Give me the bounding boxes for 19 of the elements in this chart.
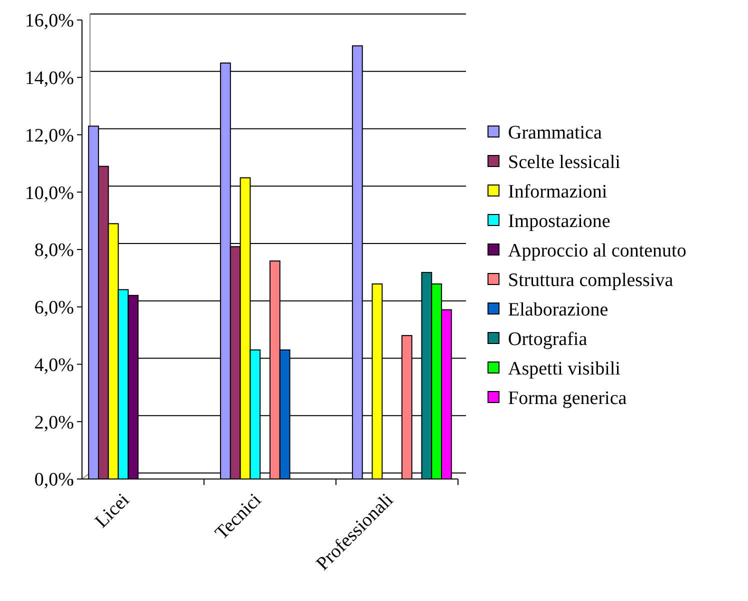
legend-label: Elaborazione (508, 300, 608, 321)
legend-label: Informazioni (508, 182, 608, 203)
y-tick-label: 6,0% (34, 298, 74, 319)
legend-label: Grammatica (508, 122, 602, 144)
y-tick-label: 16,0% (24, 10, 74, 32)
legend-label: Ortografia (508, 329, 588, 350)
legend-label: Aspetti visibili (508, 358, 620, 380)
legend-label: Approccio al contenuto (508, 240, 686, 262)
y-tick-label: 12,0% (24, 125, 74, 146)
legend-label: Impostazione (508, 211, 610, 232)
legend-label: Scelte lessicali (508, 152, 620, 174)
y-tick-label: 2,0% (34, 412, 74, 434)
y-tick-label: 0,0% (34, 470, 74, 491)
y-tick-label: 8,0% (34, 240, 74, 262)
legend-label: Forma generica (508, 388, 628, 410)
y-tick-label: 4,0% (34, 354, 74, 376)
y-tick-label: 10,0% (24, 182, 74, 204)
y-tick-label: 14,0% (24, 68, 74, 90)
legend-label: Struttura complessiva (508, 270, 674, 292)
